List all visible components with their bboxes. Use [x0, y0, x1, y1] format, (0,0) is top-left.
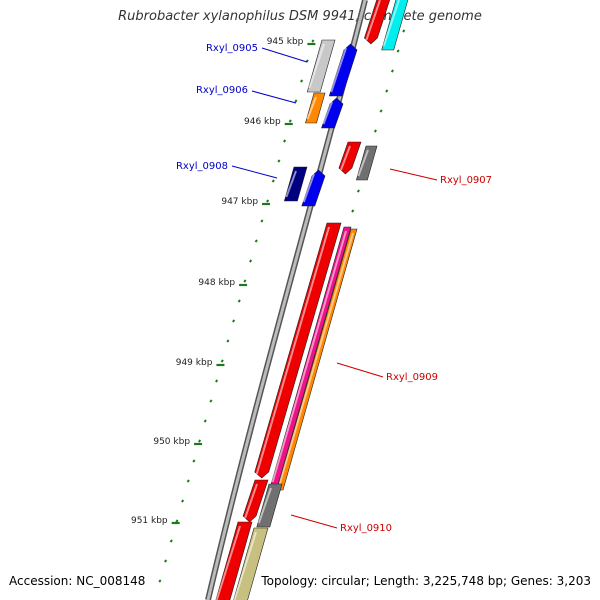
- cds-rxyl-0906[interactable]: [321, 97, 344, 129]
- kbp-tick-label: 945 kbp: [267, 37, 304, 47]
- kbp-tick-label: 951 kbp: [131, 516, 168, 526]
- kbp-tick-label: 948 kbp: [198, 278, 235, 288]
- cds-bottom-reverse[interactable]: [215, 521, 253, 600]
- gene-label-rxyl-0907[interactable]: Rxyl_0907: [440, 175, 492, 186]
- cds-rxyl-0908-gene[interactable]: [283, 166, 308, 202]
- cds-rxyl-0910-gene[interactable]: [256, 483, 283, 528]
- cds-rxyl-0907-gene[interactable]: [355, 145, 378, 181]
- kbp-tick-label: 949 kbp: [176, 358, 213, 368]
- cds-rxyl-0905-gene[interactable]: [306, 39, 336, 93]
- cds-rxyl-0906-gene[interactable]: [305, 92, 326, 124]
- cds-top-reverse[interactable]: [364, 0, 391, 45]
- cds-top-cyan[interactable]: [381, 0, 409, 51]
- feature-track: [215, 0, 409, 600]
- cds-bottom-khaki[interactable]: [232, 527, 269, 600]
- cds-rxyl-0910[interactable]: [242, 479, 269, 523]
- gene-label-rxyl-0905[interactable]: Rxyl_0905: [206, 43, 258, 54]
- gene-label-rxyl-0906[interactable]: Rxyl_0906: [196, 85, 248, 96]
- kbp-tick-label: 946 kbp: [244, 117, 281, 127]
- topology-text: Topology: circular; Length: 3,225,748 bp…: [261, 574, 591, 588]
- gene-label-rxyl-0910[interactable]: Rxyl_0910: [340, 523, 392, 534]
- accession-text: Accession: NC_008148: [9, 574, 146, 588]
- gene-label-rxyl-0908[interactable]: Rxyl_0908: [176, 161, 228, 172]
- gene-label-rxyl-0909[interactable]: Rxyl_0909: [386, 372, 438, 383]
- cds-rxyl-0907[interactable]: [338, 141, 362, 175]
- cds-rxyl-0909[interactable]: [254, 222, 342, 479]
- kbp-tick-label: 947 kbp: [221, 197, 258, 207]
- kbp-tick-label: 950 kbp: [153, 437, 190, 447]
- label-leaders: Rxyl_0905 Rxyl_0906 Rxyl_0907 Rxyl_0908 Rxyl…: [176, 43, 492, 534]
